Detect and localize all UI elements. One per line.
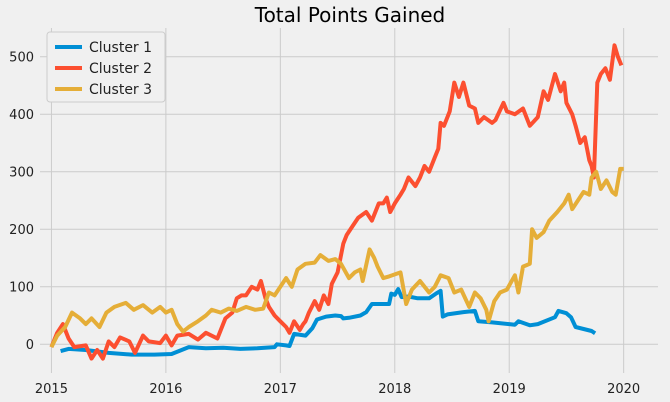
legend-label-cluster-1: Cluster 1 <box>89 40 152 56</box>
x-tick-label: 2017 <box>264 382 297 397</box>
x-tick-label: 2016 <box>149 382 182 397</box>
y-tick-label: 0 <box>26 338 34 353</box>
y-tick-label: 200 <box>9 223 34 238</box>
legend-label-cluster-2: Cluster 2 <box>89 61 152 77</box>
legend-label-cluster-3: Cluster 3 <box>89 82 152 98</box>
chart-title: Total Points Gained <box>254 3 446 27</box>
x-tick-label: 2015 <box>35 382 68 397</box>
y-tick-label: 500 <box>9 50 34 65</box>
y-tick-label: 300 <box>9 165 34 180</box>
y-tick-label: 100 <box>9 280 34 295</box>
x-tick-label: 2020 <box>607 382 640 397</box>
tick-labels: 0 100 200 300 400 500 2015 2016 2017 2018 2019 2020 <box>9 50 640 397</box>
series-line-cluster-1 <box>60 287 597 357</box>
y-tick-label: 400 <box>9 108 34 123</box>
x-tick-label: 2018 <box>378 382 411 397</box>
plot-series <box>49 43 624 361</box>
legend-box <box>46 31 166 103</box>
legend: Cluster 1 Cluster 2 Cluster 3 <box>46 31 166 103</box>
x-tick-label: 2019 <box>493 382 526 397</box>
series-line-cluster-3 <box>49 166 624 349</box>
series-line-cluster-2 <box>49 43 624 361</box>
